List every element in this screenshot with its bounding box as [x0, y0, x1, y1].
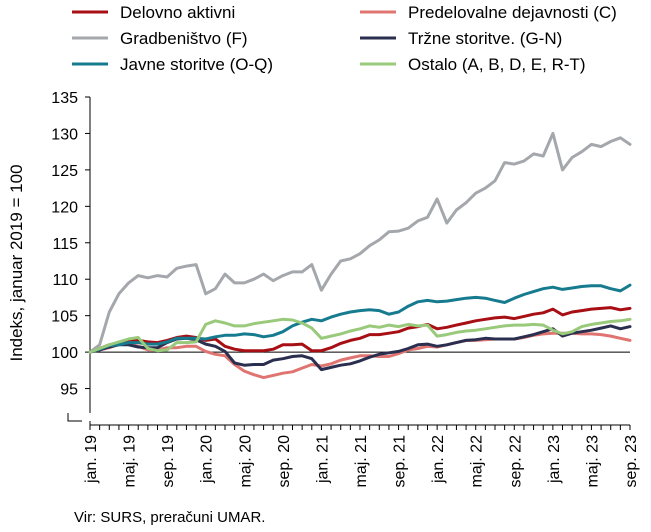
legend: Delovno aktivni Predelovalne dejavnosti (…: [72, 3, 617, 74]
x-axis: jan. 19 maj. 19 sep. 19 jan. 20 maj. 20 sep. …: [83, 424, 640, 488]
x-tick-label: jan. 21: [314, 435, 331, 484]
x-tick-label: jan. 19: [83, 435, 100, 484]
y-tick-label: 130: [51, 126, 78, 143]
y-tick-label: 110: [52, 272, 78, 289]
y-tick-label: 120: [51, 199, 78, 216]
legend-item: Gradbeništvo (F): [72, 29, 248, 48]
y-tick-label: 115: [52, 236, 78, 253]
legend-item: Tržne storitve. (G-N): [360, 29, 562, 48]
x-tick-label: maj. 22: [469, 435, 486, 488]
legend-label: Gradbeništvo (F): [120, 29, 248, 48]
y-tick-label: 95: [60, 382, 78, 399]
x-tick-label: sep. 19: [160, 435, 177, 488]
x-tick-label: maj. 20: [237, 435, 254, 488]
y-axis-title: Indeks, januar 2019 = 100: [7, 164, 26, 361]
legend-label: Javne storitve (O-Q): [120, 55, 273, 74]
legend-label: Tržne storitve. (G-N): [408, 29, 562, 48]
source-note: Vir: SURS, preračuni UMAR.: [74, 509, 266, 526]
x-tick-label: maj. 19: [122, 435, 139, 488]
x-tick-label: jan. 23: [546, 435, 563, 484]
series-line-6: [88, 317, 632, 354]
series-line-5: [88, 283, 632, 354]
x-tick-label: sep. 22: [507, 435, 524, 488]
series-line-2: [88, 331, 632, 380]
y-tick-label: 125: [51, 163, 78, 180]
x-tick-label: maj. 21: [353, 435, 370, 488]
x-tick-label: sep. 20: [276, 435, 293, 488]
x-tick-label: maj. 23: [584, 435, 601, 488]
series-group: [88, 131, 632, 380]
legend-item: Ostalo (A, B, D, E, R-T): [360, 55, 586, 74]
legend-label: Ostalo (A, B, D, E, R-T): [408, 55, 586, 74]
x-tick-label: jan. 22: [430, 435, 447, 484]
legend-label: Predelovalne dejavnosti (C): [408, 3, 617, 22]
y-axis-break: [67, 413, 82, 422]
y-tick-label: 100: [51, 345, 78, 362]
series-line-3: [88, 131, 632, 354]
y-tick-label: 105: [51, 309, 78, 326]
plot-area: 95 100 105 110 115 120 125 130 135 jan. 19 maj. 1…: [51, 90, 640, 487]
legend-label: Delovno aktivni: [120, 3, 235, 22]
legend-item: Predelovalne dejavnosti (C): [360, 3, 617, 22]
x-tick-label: sep. 23: [623, 435, 640, 488]
x-tick-label: sep. 21: [392, 435, 409, 488]
y-tick-label: 135: [51, 90, 78, 107]
legend-item: Delovno aktivni: [72, 3, 235, 22]
y-axis: 95 100 105 110 115 120 125 130 135: [51, 90, 630, 425]
legend-item: Javne storitve (O-Q): [72, 55, 273, 74]
x-tick-label: jan. 20: [199, 435, 216, 484]
